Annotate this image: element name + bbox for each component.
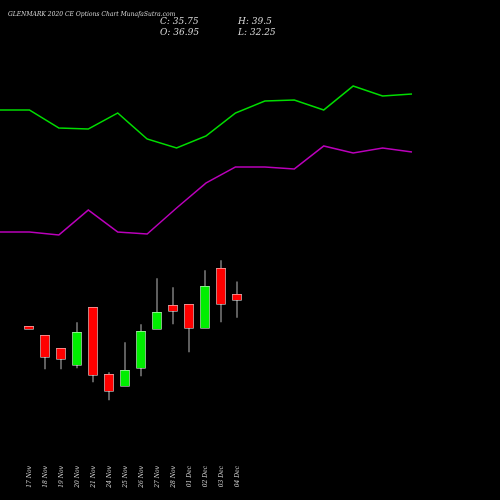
summary-value: 35.75	[173, 17, 199, 27]
x-tick-label: 26 Nov	[138, 465, 145, 488]
candle-body	[56, 348, 66, 360]
x-tick-label: 04 Dec	[234, 465, 241, 487]
x-tick-label: 21 Nov	[90, 465, 97, 488]
summary-value: 39.5	[252, 17, 272, 27]
x-tick-label: 27 Nov	[154, 465, 161, 488]
line	[0, 85, 413, 149]
candle-body	[136, 331, 146, 369]
x-tick-label: 24 Nov	[106, 465, 113, 488]
line	[0, 145, 413, 236]
chart-title: GLENMARK 2020 CE Options Chart MunafaSut…	[8, 11, 176, 18]
candle-body	[24, 326, 34, 330]
summary-item: O: 36.95	[160, 28, 199, 38]
summary-label: O:	[160, 28, 170, 38]
candle-body	[152, 312, 162, 330]
x-tick-label: 19 Nov	[58, 465, 65, 487]
summary-item: H: 39.5	[237, 17, 272, 27]
candle-body	[232, 294, 242, 301]
summary-label: C:	[160, 17, 170, 27]
x-tick-label: 17 Nov	[26, 465, 33, 487]
x-tick-label: 25 Nov	[122, 465, 129, 488]
x-tick-label: 01 Dec	[186, 465, 193, 487]
candle-body	[104, 374, 114, 392]
candle-body	[184, 304, 194, 329]
summary-label: L:	[237, 28, 247, 38]
candle-body	[168, 305, 178, 312]
x-tick-label: 28 Nov	[170, 465, 177, 488]
candle-body	[200, 286, 210, 329]
candle-body	[88, 307, 98, 376]
summary-label: H:	[237, 17, 249, 27]
summary-item: C: 35.75	[160, 17, 199, 27]
x-tick-label: 20 Nov	[74, 465, 81, 488]
candle-body	[72, 332, 82, 366]
summary-value: 32.25	[250, 28, 276, 38]
summary-item: L: 32.25	[237, 28, 276, 38]
candle-body	[40, 335, 50, 358]
ohlc-summary: C: 35.75 H: 39.5 O: 36.95 L: 32.25	[160, 17, 276, 38]
x-tick-label: 03 Dec	[218, 465, 225, 487]
x-tick-label: 02 Dec	[202, 465, 209, 487]
candle-body	[120, 370, 130, 387]
x-tick-label: 18 Nov	[42, 465, 49, 487]
candle-body	[216, 268, 226, 305]
summary-value: 36.95	[173, 28, 199, 38]
